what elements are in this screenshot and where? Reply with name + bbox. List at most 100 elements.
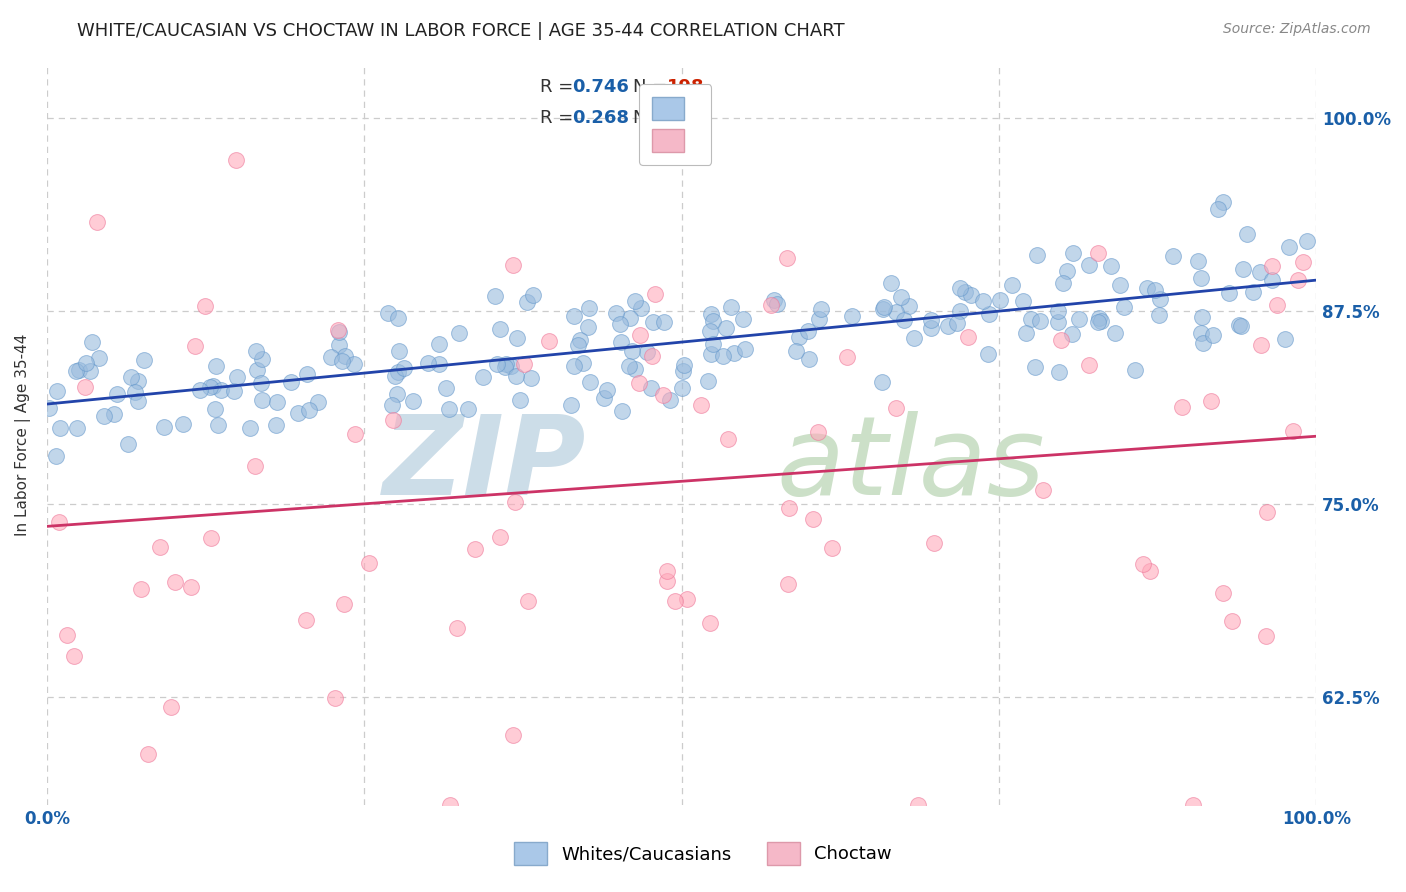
Point (447, 326, 470, 341)
Point (562, 310, 585, 324)
Point (439, 401, 461, 416)
Point (522, 288, 544, 302)
Point (202, 379, 225, 393)
Point (343, 427, 366, 442)
Point (610, 404, 633, 418)
Point (1230, 318, 1253, 333)
Point (1090, 314, 1112, 328)
Point (720, 300, 742, 314)
Point (1191, 310, 1213, 325)
Point (787, 330, 810, 344)
Point (75, 356, 97, 370)
Point (1001, 278, 1024, 293)
Point (652, 388, 675, 402)
Point (489, 322, 512, 336)
Point (949, 304, 972, 318)
Point (117, 437, 139, 451)
Text: WHITE/CAUCASIAN VS CHOCTAW IN LABOR FORCE | AGE 35-44 CORRELATION CHART: WHITE/CAUCASIAN VS CHOCTAW IN LABOR FORC… (77, 22, 845, 40)
Point (636, 345, 658, 359)
Point (776, 252, 799, 266)
Point (699, 324, 721, 338)
Text: 198: 198 (666, 78, 704, 96)
Point (516, 294, 538, 309)
Point (1261, 273, 1284, 287)
Point (45, 449, 67, 463)
Point (617, 359, 640, 373)
Point (1147, 308, 1170, 322)
Point (484, 289, 506, 303)
Point (1274, 332, 1296, 346)
Point (1187, 254, 1209, 268)
Point (381, 399, 404, 413)
Point (381, 413, 404, 427)
Point (797, 324, 820, 338)
Point (103, 408, 125, 422)
Point (1192, 335, 1215, 350)
Point (655, 574, 678, 589)
Point (578, 301, 600, 315)
Point (1267, 298, 1289, 312)
Point (1087, 315, 1109, 329)
Point (659, 393, 682, 408)
Point (537, 334, 560, 348)
Point (328, 325, 350, 339)
Point (489, 529, 512, 543)
Point (628, 376, 651, 391)
Point (225, 369, 247, 384)
Point (239, 420, 262, 434)
Text: R =: R = (540, 110, 578, 128)
Point (502, 258, 524, 272)
Point (402, 393, 425, 408)
Point (1202, 327, 1225, 342)
Point (287, 406, 309, 420)
Point (184, 339, 207, 353)
Point (188, 383, 211, 397)
Point (1212, 586, 1234, 600)
Point (172, 417, 194, 432)
Point (873, 301, 896, 315)
Point (949, 281, 972, 295)
Point (1236, 227, 1258, 242)
Text: N =: N = (634, 110, 673, 128)
Point (700, 307, 723, 321)
Point (799, 351, 821, 366)
Point (1104, 326, 1126, 340)
Point (936, 319, 959, 334)
Legend: Whites/Caucasians, Choctaw: Whites/Caucasians, Choctaw (505, 833, 901, 874)
Text: 0.746: 0.746 (572, 78, 630, 96)
Point (1199, 394, 1222, 409)
Point (502, 728, 524, 742)
Point (439, 798, 461, 813)
Point (387, 387, 409, 401)
Text: Source: ZipAtlas.com: Source: ZipAtlas.com (1223, 22, 1371, 37)
Point (249, 376, 271, 391)
Point (1087, 245, 1109, 260)
Point (127, 374, 149, 388)
Point (38, 401, 60, 415)
Point (457, 401, 479, 416)
Point (762, 293, 785, 307)
Point (46, 384, 69, 399)
Point (946, 316, 969, 330)
Point (80, 334, 103, 349)
Point (630, 301, 652, 316)
Point (1292, 255, 1315, 269)
Point (717, 433, 740, 447)
Point (1143, 283, 1166, 297)
Point (920, 320, 942, 334)
Point (1149, 292, 1171, 306)
Point (66, 421, 89, 435)
Point (977, 347, 1000, 361)
Point (765, 297, 787, 311)
Point (652, 315, 675, 329)
Point (623, 362, 645, 376)
Point (295, 368, 318, 382)
Point (714, 321, 737, 335)
Point (75, 380, 97, 394)
Point (87, 351, 110, 365)
Point (79, 364, 101, 378)
Point (1232, 261, 1254, 276)
Point (387, 366, 409, 380)
Point (759, 297, 782, 311)
Point (1032, 483, 1054, 498)
